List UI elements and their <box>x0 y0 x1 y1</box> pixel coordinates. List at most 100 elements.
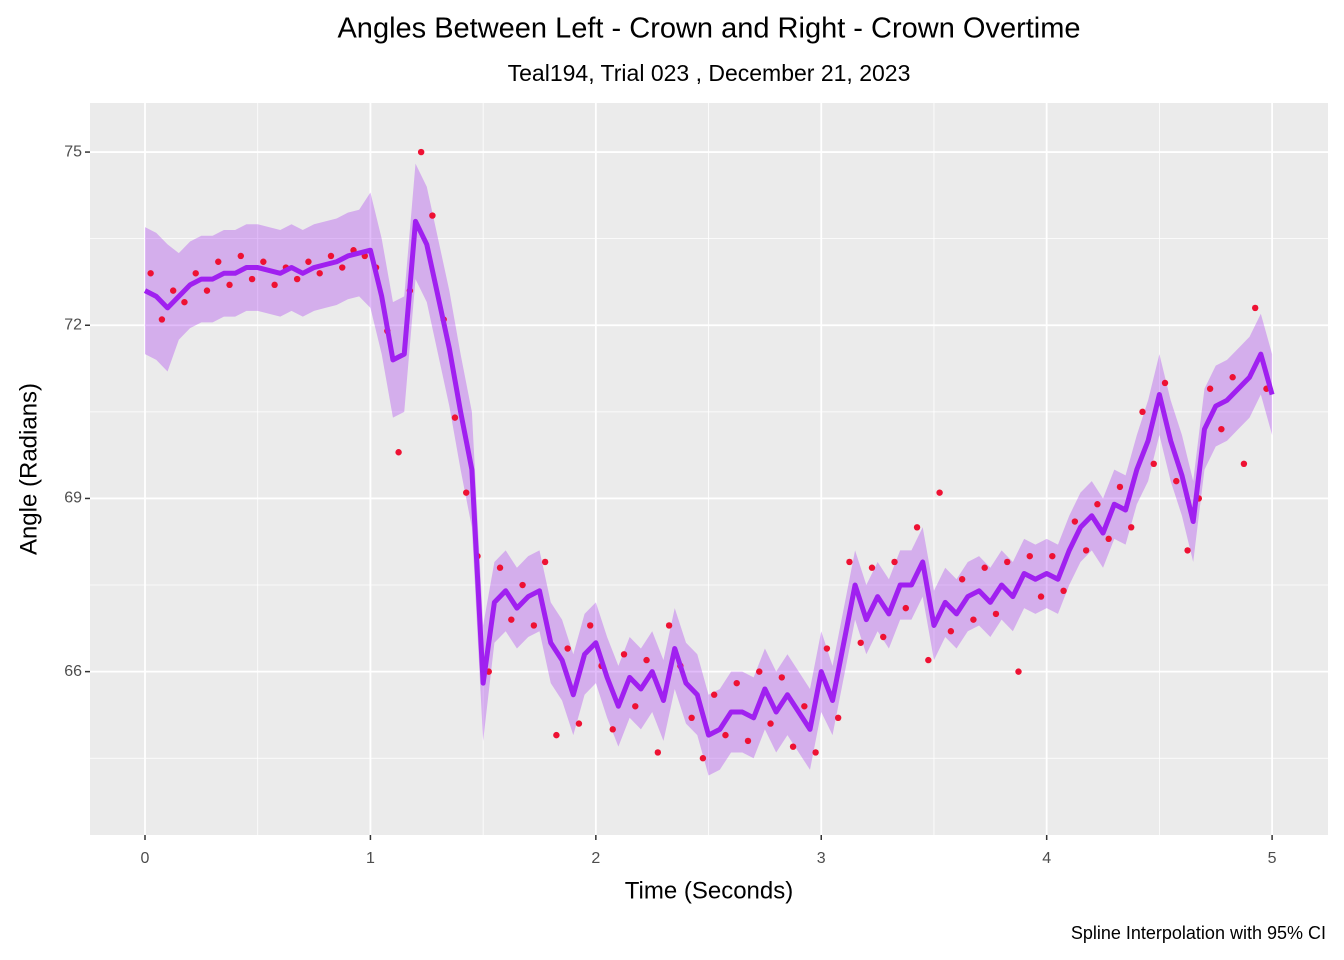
data-point <box>395 449 402 456</box>
data-point <box>857 639 864 646</box>
data-point <box>834 714 842 722</box>
data-point <box>970 616 977 623</box>
data-point <box>1105 535 1112 543</box>
data-point <box>226 281 233 289</box>
data-point <box>1071 518 1079 525</box>
y-tick-label: 72 <box>64 316 82 333</box>
data-point <box>260 258 267 265</box>
data-point <box>1161 379 1169 387</box>
data-point <box>575 720 583 727</box>
data-point <box>587 622 594 629</box>
data-point <box>147 270 154 277</box>
y-tick-label: 69 <box>64 490 82 507</box>
data-point <box>1229 374 1236 381</box>
chart-subtitle: Teal194, Trial 023 , December 21, 2023 <box>508 60 911 86</box>
data-point <box>1150 460 1157 468</box>
data-point <box>181 298 188 306</box>
data-point <box>1184 547 1191 554</box>
x-tick-label: 3 <box>817 850 826 867</box>
data-point <box>215 258 222 265</box>
data-point <box>902 604 909 612</box>
data-point <box>496 564 504 571</box>
data-point <box>553 731 560 739</box>
data-point <box>958 576 966 583</box>
data-point <box>1206 385 1214 392</box>
data-point <box>1094 501 1101 508</box>
data-point <box>767 720 774 727</box>
caption: Spline Interpolation with 95% CI <box>1071 923 1326 943</box>
data-point <box>778 674 786 681</box>
confidence-band <box>145 163 1273 776</box>
x-tick-label: 0 <box>141 850 150 867</box>
data-point <box>1015 668 1022 675</box>
data-point <box>823 645 831 652</box>
data-point <box>812 749 819 756</box>
data-point <box>756 668 763 675</box>
data-point <box>1049 552 1056 560</box>
data-point <box>327 252 335 260</box>
spline-line <box>143 218 1275 738</box>
data-point <box>1173 477 1180 485</box>
data-point <box>722 731 729 739</box>
data-point <box>158 316 166 323</box>
y-tick-label: 66 <box>64 663 82 680</box>
data-point <box>305 258 312 265</box>
data-point <box>293 275 301 283</box>
data-point <box>789 743 797 750</box>
data-point <box>237 252 245 260</box>
y-axis-label: Angle (Radians) <box>15 383 42 555</box>
data-point <box>710 691 718 698</box>
data-point <box>733 679 740 687</box>
data-point <box>643 656 650 664</box>
data-point <box>846 558 853 566</box>
data-point <box>688 714 695 722</box>
data-point <box>1004 558 1011 566</box>
data-point <box>1026 552 1033 560</box>
x-tick-label: 2 <box>591 850 600 867</box>
data-point <box>1128 524 1135 531</box>
data-point <box>451 414 459 421</box>
data-point <box>632 703 639 710</box>
data-point <box>169 287 177 294</box>
data-point <box>1240 460 1248 468</box>
data-point <box>947 628 955 635</box>
data-point <box>339 264 346 271</box>
data-point <box>1037 593 1045 600</box>
data-point <box>744 737 752 745</box>
data-point <box>1060 587 1067 595</box>
data-point <box>654 749 662 756</box>
data-point <box>541 558 549 566</box>
data-point <box>1218 425 1225 433</box>
data-point <box>1116 483 1124 491</box>
data-point <box>1251 304 1259 312</box>
data-point <box>417 148 425 156</box>
data-point <box>1139 408 1146 416</box>
data-point <box>1082 547 1090 554</box>
data-point <box>429 212 436 219</box>
data-point <box>801 703 808 710</box>
data-point <box>981 564 988 571</box>
data-point <box>880 633 887 641</box>
x-tick-label: 4 <box>1042 850 1051 867</box>
data-point <box>508 616 515 623</box>
data-point <box>463 489 470 496</box>
data-point <box>271 281 278 289</box>
data-point <box>913 524 921 531</box>
data-point <box>192 270 199 277</box>
data-point <box>891 558 898 566</box>
data-point <box>203 287 211 294</box>
data-point <box>620 651 628 658</box>
chart-title: Angles Between Left - Crown and Right - … <box>337 13 1080 45</box>
data-point <box>665 622 673 629</box>
data-point <box>530 622 538 629</box>
data-point <box>868 564 876 571</box>
y-tick-label: 75 <box>64 143 82 160</box>
data-point <box>564 645 571 652</box>
data-point <box>992 610 1000 618</box>
x-tick-label: 5 <box>1268 850 1277 867</box>
x-tick-label: 1 <box>366 850 375 867</box>
data-point <box>609 726 616 733</box>
plot-panel <box>90 103 1328 835</box>
data-point <box>925 656 932 664</box>
